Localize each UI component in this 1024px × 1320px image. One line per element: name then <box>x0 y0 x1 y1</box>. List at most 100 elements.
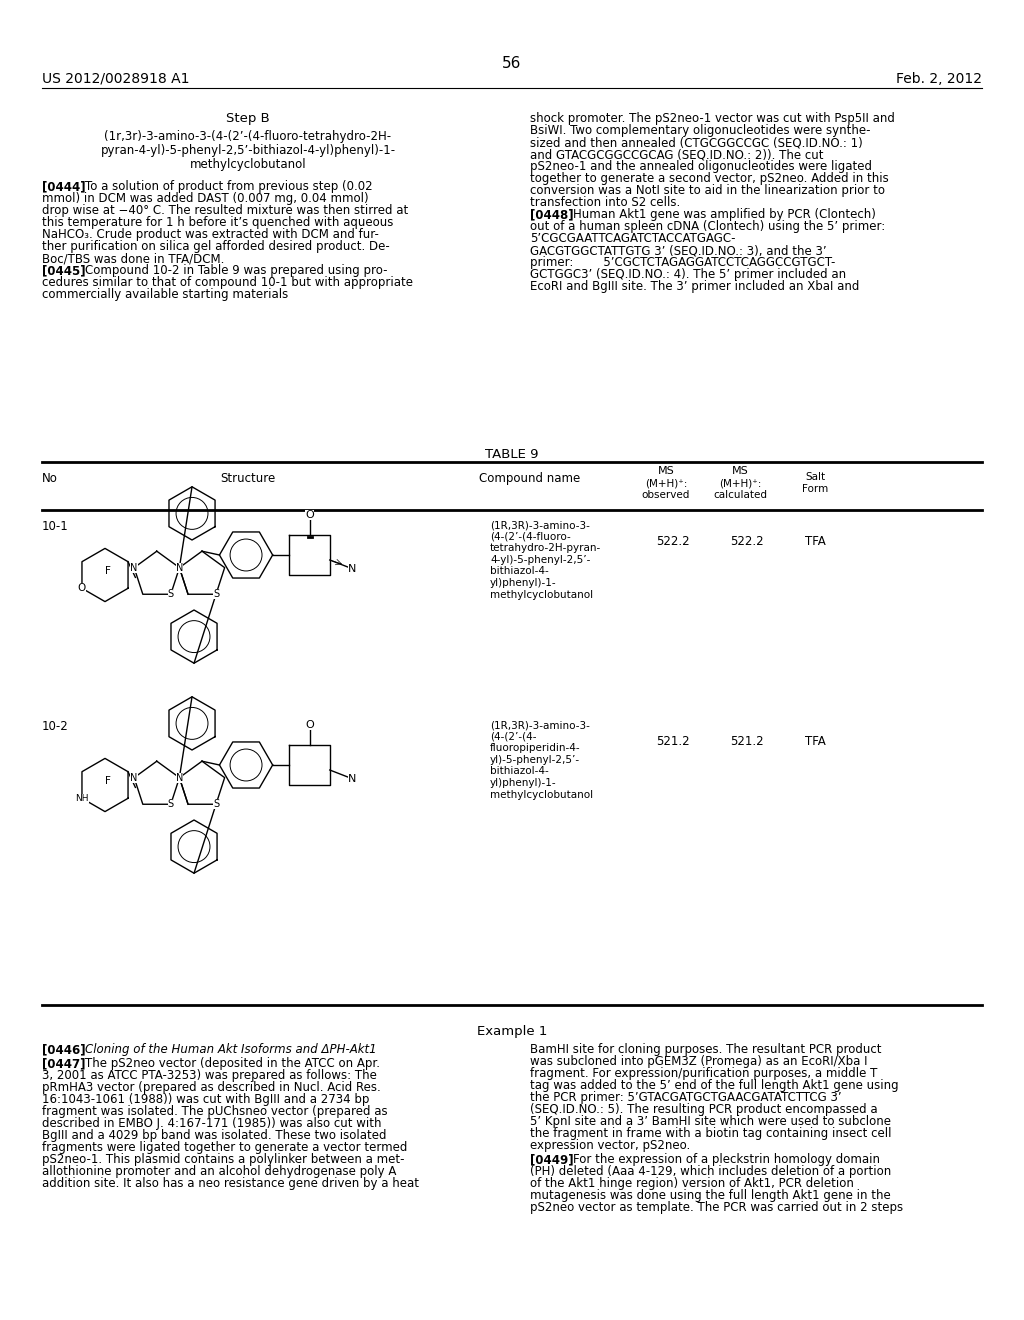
Text: pRmHA3 vector (prepared as described in Nucl. Acid Res.: pRmHA3 vector (prepared as described in … <box>42 1081 381 1094</box>
Text: F: F <box>104 776 111 785</box>
Text: MS: MS <box>731 466 749 477</box>
Text: 522.2: 522.2 <box>730 535 764 548</box>
Text: described in EMBO J. 4:167-171 (1985)) was also cut with: described in EMBO J. 4:167-171 (1985)) w… <box>42 1117 382 1130</box>
Text: pS2neo vector as template. The PCR was carried out in 2 steps: pS2neo vector as template. The PCR was c… <box>530 1201 903 1214</box>
Text: together to generate a second vector, pS2neo. Added in this: together to generate a second vector, pS… <box>530 172 889 185</box>
Text: 521.2: 521.2 <box>656 735 690 748</box>
Text: 16:1043-1061 (1988)) was cut with BgIII and a 2734 bp: 16:1043-1061 (1988)) was cut with BgIII … <box>42 1093 370 1106</box>
Text: [0449]: [0449] <box>530 1152 573 1166</box>
Text: (SEQ.ID.NO.: 5). The resulting PCR product encompassed a: (SEQ.ID.NO.: 5). The resulting PCR produ… <box>530 1104 878 1115</box>
Text: O: O <box>305 719 314 730</box>
Text: out of a human spleen cDNA (Clontech) using the 5’ primer:: out of a human spleen cDNA (Clontech) us… <box>530 220 886 234</box>
Text: pS2neo-1. This plasmid contains a polylinker between a met-: pS2neo-1. This plasmid contains a polyli… <box>42 1152 404 1166</box>
Text: [0448]: [0448] <box>530 209 573 220</box>
Text: BamHI site for cloning purposes. The resultant PCR product: BamHI site for cloning purposes. The res… <box>530 1043 882 1056</box>
Text: S: S <box>213 589 219 599</box>
Text: this temperature for 1 h before it’s quenched with aqueous: this temperature for 1 h before it’s que… <box>42 216 393 228</box>
Text: N: N <box>130 772 138 783</box>
Text: methylcyclobutanol: methylcyclobutanol <box>189 158 306 172</box>
Text: Compound name: Compound name <box>479 473 581 484</box>
Text: pyran-4-yl)-5-phenyl-2,5’-bithiazol-4-yl)phenyl)-1-: pyran-4-yl)-5-phenyl-2,5’-bithiazol-4-yl… <box>100 144 395 157</box>
Text: GCTGGC3’ (SEQ.ID.NO.: 4). The 5’ primer included an: GCTGGC3’ (SEQ.ID.NO.: 4). The 5’ primer … <box>530 268 846 281</box>
Text: allothionine promoter and an alcohol dehydrogenase poly A: allothionine promoter and an alcohol deh… <box>42 1166 396 1177</box>
Text: Form: Form <box>802 484 828 494</box>
Text: Boc/TBS was done in TFA/DCM.: Boc/TBS was done in TFA/DCM. <box>42 252 224 265</box>
Text: (1r,3r)-3-amino-3-(4-(2’-(4-fluoro-tetrahydro-2H-: (1r,3r)-3-amino-3-(4-(2’-(4-fluoro-tetra… <box>104 129 391 143</box>
Text: TFA: TFA <box>805 535 825 548</box>
Text: N: N <box>176 562 183 573</box>
Text: sized and then annealed (CTGCGGCCGC (SEQ.ID.NO.: 1): sized and then annealed (CTGCGGCCGC (SEQ… <box>530 136 863 149</box>
Text: [0447]: [0447] <box>42 1057 85 1071</box>
Text: 522.2: 522.2 <box>656 535 690 548</box>
Text: MS: MS <box>657 466 675 477</box>
Text: observed: observed <box>642 490 690 500</box>
Text: BgIII and a 4029 bp band was isolated. These two isolated: BgIII and a 4029 bp band was isolated. T… <box>42 1129 386 1142</box>
Text: S: S <box>213 799 219 809</box>
Text: (PH) deleted (Aaa 4-129, which includes deletion of a portion: (PH) deleted (Aaa 4-129, which includes … <box>530 1166 891 1177</box>
Text: TABLE 9: TABLE 9 <box>485 447 539 461</box>
Text: conversion was a NotI site to aid in the linearization prior to: conversion was a NotI site to aid in the… <box>530 183 885 197</box>
Text: NH: NH <box>75 793 89 803</box>
Text: Feb. 2, 2012: Feb. 2, 2012 <box>896 73 982 86</box>
Text: (M+H)⁺:: (M+H)⁺: <box>645 478 687 488</box>
Text: pS2neo-1 and the annealed oligonucleotides were ligated: pS2neo-1 and the annealed oligonucleotid… <box>530 160 872 173</box>
Text: calculated: calculated <box>713 490 767 500</box>
Text: N: N <box>130 562 138 573</box>
Text: 10-1: 10-1 <box>42 520 69 533</box>
Text: [0444]: [0444] <box>42 180 86 193</box>
Text: BsiWI. Two complementary oligonucleotides were synthe-: BsiWI. Two complementary oligonucleotide… <box>530 124 870 137</box>
Text: commercially available starting materials: commercially available starting material… <box>42 288 288 301</box>
Text: F: F <box>104 566 111 576</box>
Text: of the Akt1 hinge region) version of Akt1, PCR deletion: of the Akt1 hinge region) version of Akt… <box>530 1177 854 1191</box>
Text: [0446]: [0446] <box>42 1043 86 1056</box>
Text: (1R,3R)-3-amino-3-
(4-(2’-(4-fluoro-
tetrahydro-2H-pyran-
4-yl)-5-phenyl-2,5’-
b: (1R,3R)-3-amino-3- (4-(2’-(4-fluoro- tet… <box>490 520 601 599</box>
Text: ther purification on silica gel afforded desired product. De-: ther purification on silica gel afforded… <box>42 240 390 253</box>
Text: The pS2neo vector (deposited in the ATCC on Apr.: The pS2neo vector (deposited in the ATCC… <box>85 1057 380 1071</box>
Text: Example 1: Example 1 <box>477 1026 547 1038</box>
Text: TFA: TFA <box>805 735 825 748</box>
Text: Step B: Step B <box>226 112 270 125</box>
Text: [0445]: [0445] <box>42 264 86 277</box>
Text: drop wise at −40° C. The resulted mixture was then stirred at: drop wise at −40° C. The resulted mixtur… <box>42 205 409 216</box>
Text: primer:        5’CGCTCTAGAGGATCCTCAGGCCGTGCT-: primer: 5’CGCTCTAGAGGATCCTCAGGCCGTGCT- <box>530 256 836 269</box>
Text: transfection into S2 cells.: transfection into S2 cells. <box>530 195 680 209</box>
Text: N: N <box>176 772 183 783</box>
Text: S: S <box>168 589 174 599</box>
Text: fragment was isolated. The pUChsneo vector (prepared as: fragment was isolated. The pUChsneo vect… <box>42 1105 388 1118</box>
Text: GACGTGGCTATTGTG 3’ (SEQ.ID.NO.: 3), and the 3’: GACGTGGCTATTGTG 3’ (SEQ.ID.NO.: 3), and … <box>530 244 826 257</box>
Text: Structure: Structure <box>220 473 275 484</box>
Text: Salt: Salt <box>805 473 825 482</box>
Text: 521.2: 521.2 <box>730 735 764 748</box>
Text: mmol) in DCM was added DAST (0.007 mg, 0.04 mmol): mmol) in DCM was added DAST (0.007 mg, 0… <box>42 191 369 205</box>
Text: O: O <box>78 583 86 593</box>
Text: fragment. For expression/purification purposes, a middle T: fragment. For expression/purification pu… <box>530 1067 878 1080</box>
Text: S: S <box>168 799 174 809</box>
Text: 10-2: 10-2 <box>42 719 69 733</box>
Text: and GTACGCGGCCGCAG (SEQ.ID.NO.: 2)). The cut: and GTACGCGGCCGCAG (SEQ.ID.NO.: 2)). The… <box>530 148 823 161</box>
Text: 5’ KpnI site and a 3’ BamHI site which were used to subclone: 5’ KpnI site and a 3’ BamHI site which w… <box>530 1115 891 1129</box>
Text: (1R,3R)-3-amino-3-
(4-(2’-(4-
fluoropiperidin-4-
yl)-5-phenyl-2,5’-
bithiazol-4-: (1R,3R)-3-amino-3- (4-(2’-(4- fluoropipe… <box>490 719 593 800</box>
Text: (M+H)⁺:: (M+H)⁺: <box>719 478 761 488</box>
Text: N: N <box>347 774 356 784</box>
Text: 56: 56 <box>503 55 521 71</box>
Text: N: N <box>347 564 356 574</box>
Text: mutagenesis was done using the full length Akt1 gene in the: mutagenesis was done using the full leng… <box>530 1189 891 1203</box>
Text: cedures similar to that of compound 10-1 but with appropriate: cedures similar to that of compound 10-1… <box>42 276 413 289</box>
Text: To a solution of product from previous step (0.02: To a solution of product from previous s… <box>85 180 373 193</box>
Text: US 2012/0028918 A1: US 2012/0028918 A1 <box>42 73 189 86</box>
Text: addition site. It also has a neo resistance gene driven by a heat: addition site. It also has a neo resista… <box>42 1177 419 1191</box>
Text: shock promoter. The pS2neo-1 vector was cut with Psp5II and: shock promoter. The pS2neo-1 vector was … <box>530 112 895 125</box>
Text: EcoRI and BgIII site. The 3’ primer included an XbaI and: EcoRI and BgIII site. The 3’ primer incl… <box>530 280 859 293</box>
Text: 3, 2001 as ATCC PTA-3253) was prepared as follows: The: 3, 2001 as ATCC PTA-3253) was prepared a… <box>42 1069 377 1082</box>
Text: tag was added to the 5’ end of the full length Akt1 gene using: tag was added to the 5’ end of the full … <box>530 1078 899 1092</box>
Text: was subcloned into pGEM3Z (Promega) as an EcoRI/Xba I: was subcloned into pGEM3Z (Promega) as a… <box>530 1055 867 1068</box>
Text: the fragment in frame with a biotin tag containing insect cell: the fragment in frame with a biotin tag … <box>530 1127 892 1140</box>
Text: expression vector, pS2neo.: expression vector, pS2neo. <box>530 1139 690 1152</box>
Text: fragments were ligated together to generate a vector termed: fragments were ligated together to gener… <box>42 1140 408 1154</box>
Text: the PCR primer: 5’GTACGATGCTGAACGATATCTTCG 3’: the PCR primer: 5’GTACGATGCTGAACGATATCTT… <box>530 1092 842 1104</box>
Text: For the expression of a pleckstrin homology domain: For the expression of a pleckstrin homol… <box>573 1152 880 1166</box>
Text: Human Akt1 gene was amplified by PCR (Clontech): Human Akt1 gene was amplified by PCR (Cl… <box>573 209 876 220</box>
Text: NaHCO₃. Crude product was extracted with DCM and fur-: NaHCO₃. Crude product was extracted with… <box>42 228 379 242</box>
Text: O: O <box>305 510 314 520</box>
Text: Cloning of the Human Akt Isoforms and ΔPH-Akt1: Cloning of the Human Akt Isoforms and ΔP… <box>85 1043 377 1056</box>
